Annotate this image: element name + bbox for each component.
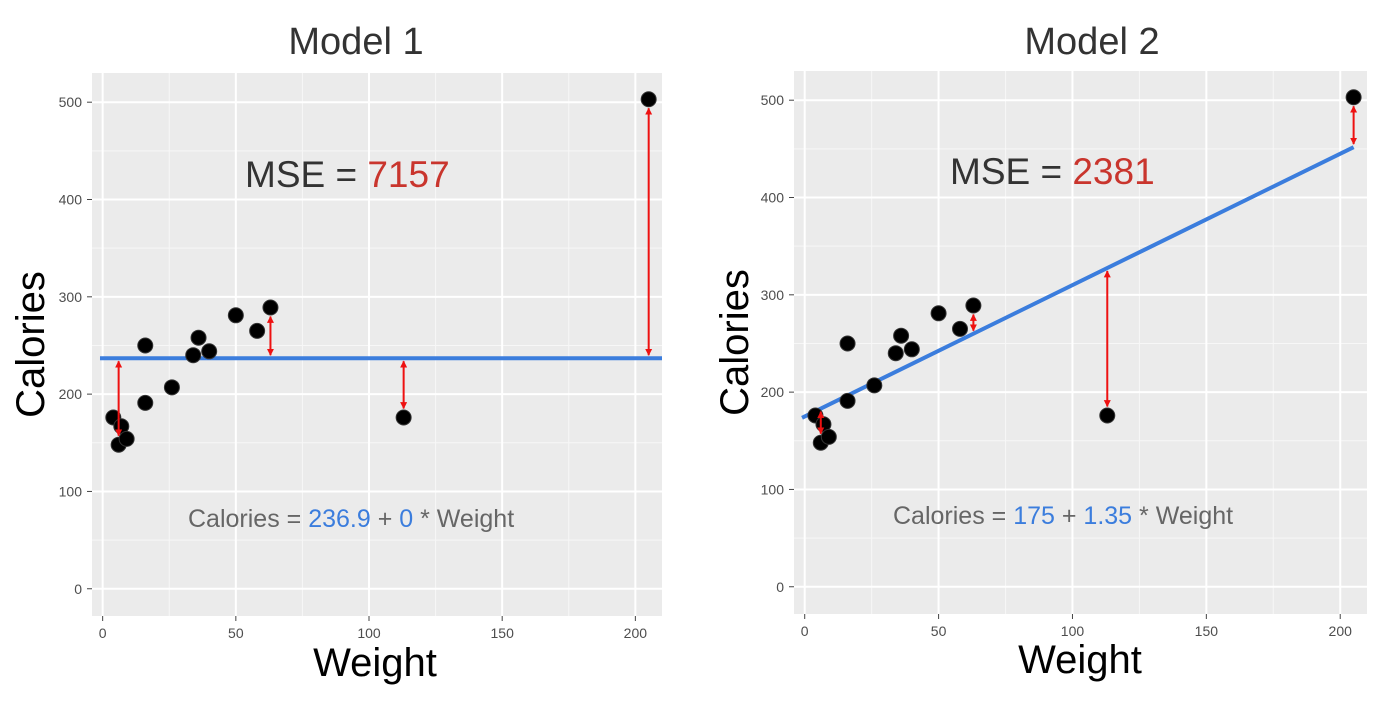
x-tick-label: 0 — [99, 625, 107, 641]
model-1-plot: 0 50 100 150 200 0 100 200 300 400 500 Model 1 Weigh… — [9, 21, 662, 685]
model-1-chart: 0 50 100 150 200 0 100 200 300 400 500 Model 1 Weigh… — [0, 0, 700, 702]
y-axis-label: Calories — [9, 271, 53, 418]
x-axis-label: Weight — [313, 641, 437, 685]
data-point — [262, 299, 279, 316]
data-point — [952, 320, 969, 337]
equation-intercept: 175 — [1013, 502, 1055, 530]
x-tick-label: 150 — [491, 625, 515, 641]
y-tick-label: 500 — [761, 92, 785, 108]
y-tick-label: 100 — [761, 481, 785, 497]
data-point — [820, 428, 837, 445]
x-axis-label: Weight — [1018, 638, 1142, 682]
data-point — [249, 322, 266, 339]
data-point — [227, 307, 244, 324]
x-tick-label: 100 — [1061, 623, 1085, 639]
data-point — [137, 337, 154, 354]
y-tick-label: 500 — [59, 94, 83, 110]
y-tick-label: 200 — [761, 384, 785, 400]
data-point — [118, 430, 135, 447]
equation-suffix: * Weight — [413, 505, 514, 533]
model-2-plot: 0 50 100 150 200 0 100 200 300 400 500 Model 2 Weigh… — [713, 21, 1367, 682]
mse-annotation: MSE = 2381 — [950, 151, 1155, 192]
equation-plus: + — [371, 505, 400, 533]
data-point — [839, 392, 856, 409]
equation-intercept: 236.9 — [308, 505, 371, 533]
x-tick-label: 50 — [931, 623, 947, 639]
residual-arrows — [115, 107, 653, 437]
y-tick-label: 400 — [761, 190, 785, 206]
data-point — [839, 335, 856, 352]
x-tick-label: 100 — [357, 625, 381, 641]
y-tick-label: 400 — [59, 192, 83, 208]
data-point — [887, 345, 904, 362]
y-axis-label: Calories — [713, 269, 757, 416]
data-point — [163, 379, 180, 396]
regression-equation: Calories = 236.9 + 0 * Weight — [188, 505, 514, 533]
major-grid — [794, 71, 1367, 614]
y-tick-label: 200 — [59, 386, 83, 402]
data-point — [395, 409, 412, 426]
mse-label: MSE = — [245, 154, 367, 195]
minor-grid — [794, 71, 1367, 614]
data-point — [640, 91, 657, 108]
major-grid — [92, 73, 662, 616]
residual-arrows — [817, 105, 1358, 435]
mse-value: 2381 — [1072, 151, 1154, 192]
y-tick-label: 100 — [59, 483, 83, 499]
data-point — [190, 329, 207, 346]
x-tick-label: 200 — [624, 625, 648, 641]
mse-value: 7157 — [367, 154, 449, 195]
x-tick-label: 50 — [228, 625, 244, 641]
axis-ticks: 0 50 100 150 200 0 100 200 300 400 500 — [761, 92, 1352, 639]
y-tick-label: 300 — [761, 287, 785, 303]
equation-suffix: * Weight — [1132, 502, 1233, 530]
data-point — [1345, 89, 1362, 106]
chart-title: Model 1 — [288, 21, 423, 63]
data-point — [1099, 407, 1116, 424]
x-tick-label: 150 — [1195, 623, 1219, 639]
y-tick-label: 0 — [776, 579, 784, 595]
chart-title: Model 2 — [1024, 21, 1159, 63]
y-tick-label: 300 — [59, 289, 83, 305]
equation-plus: + — [1055, 502, 1084, 530]
data-point — [185, 347, 202, 364]
data-point — [930, 305, 947, 322]
data-points — [105, 91, 657, 453]
axis-ticks: 0 50 100 150 200 0 100 200 300 400 500 — [59, 94, 648, 641]
mse-label: MSE = — [950, 151, 1072, 192]
regression-equation: Calories = 175 + 1.35 * Weight — [893, 502, 1233, 530]
data-point — [893, 327, 910, 344]
mse-annotation: MSE = 7157 — [245, 154, 450, 195]
data-points — [807, 89, 1362, 451]
data-point — [965, 297, 982, 314]
plot-panel — [794, 71, 1367, 614]
data-point — [137, 394, 154, 411]
minor-grid — [92, 73, 662, 616]
data-point — [201, 343, 218, 360]
fit-line — [801, 145, 1355, 420]
x-tick-label: 0 — [801, 623, 809, 639]
equation-prefix: Calories = — [188, 505, 308, 533]
equation-slope: 1.35 — [1083, 502, 1132, 530]
data-point — [866, 377, 883, 394]
x-tick-label: 200 — [1329, 623, 1353, 639]
equation-slope: 0 — [399, 505, 413, 533]
plot-panel — [92, 73, 662, 616]
model-2-chart: 0 50 100 150 200 0 100 200 300 400 500 Model 2 Weigh… — [700, 0, 1400, 702]
data-point — [903, 341, 920, 358]
y-tick-label: 0 — [74, 581, 82, 597]
equation-prefix: Calories = — [893, 502, 1013, 530]
